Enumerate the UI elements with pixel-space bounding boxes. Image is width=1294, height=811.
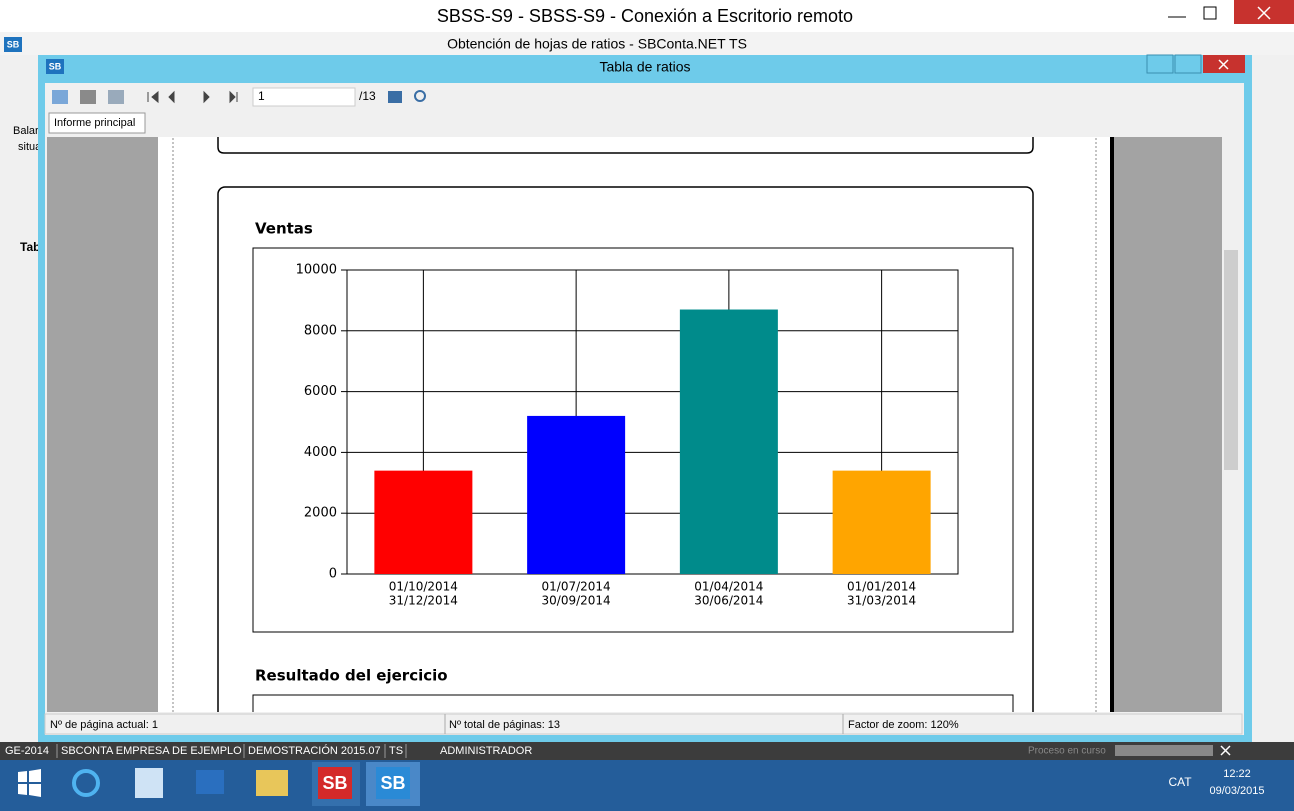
status-text: Nº total de páginas: 13 (449, 719, 560, 731)
server-icon[interactable] (135, 768, 163, 798)
status-item: TS (389, 745, 403, 757)
status-item: SBCONTA EMPRESA DE EJEMPLO (61, 745, 242, 757)
page-shadow (1110, 137, 1114, 712)
app-icon-text[interactable]: SB (322, 773, 347, 793)
x-tick-label: 01/04/2014 (694, 580, 763, 594)
progress-close[interactable] (1220, 745, 1231, 756)
tool-zoom[interactable] (414, 90, 426, 102)
x-tick-label: 30/09/2014 (542, 594, 611, 608)
status-text: Nº de página actual: 1 (50, 719, 158, 731)
app-icon (318, 767, 352, 799)
dialog-maximize[interactable] (1174, 54, 1202, 74)
y-tick-label: 4000 (304, 445, 337, 460)
tab[interactable] (48, 112, 146, 134)
sidebar-item[interactable]: Tab (20, 240, 40, 254)
bar (832, 470, 931, 574)
bar (679, 309, 778, 574)
sidebar-item[interactable]: situa (18, 141, 42, 153)
y-tick-label: 8000 (304, 323, 337, 338)
ie-icon[interactable] (72, 769, 100, 797)
powershell-icon[interactable] (196, 770, 224, 794)
y-tick-label: 6000 (304, 384, 337, 399)
dialog-minimize[interactable] (1146, 54, 1174, 74)
app-titlebar (0, 32, 1294, 55)
app-icon-text[interactable]: SB (380, 773, 405, 793)
x-tick-label: 31/03/2014 (847, 594, 916, 608)
start-button[interactable] (18, 769, 41, 797)
app-logo-text: SB (7, 39, 20, 49)
x-tick-label: 01/07/2014 (542, 580, 611, 594)
status-text: Factor de zoom: 120% (848, 719, 959, 731)
section-title: Resultado del ejercicio (255, 667, 448, 685)
maximize[interactable] (1203, 6, 1217, 20)
tab-label[interactable]: Informe principal (54, 117, 135, 129)
dialog-status (44, 713, 1243, 735)
close-icon (1257, 6, 1271, 20)
progress-label: Proceso en curso (1028, 746, 1106, 757)
y-tick-label: 0 (329, 567, 337, 582)
section-box (252, 694, 1014, 712)
dialog-logo (46, 59, 64, 74)
report-box (217, 137, 1034, 154)
x-tick-label: 31/12/2014 (389, 594, 458, 608)
tool-export[interactable] (52, 90, 68, 104)
status-item: GE-2014 (5, 745, 49, 757)
dialog-title: Tabla de ratios (599, 59, 690, 75)
plot-area (346, 269, 959, 575)
language[interactable]: CAT (1168, 775, 1192, 789)
status-separators (56, 744, 407, 758)
x-tick-label: 30/06/2014 (694, 594, 763, 608)
bar (374, 470, 473, 574)
x-tick-label: 01/10/2014 (389, 580, 458, 594)
app-icon (376, 767, 410, 799)
progress-bar (1115, 745, 1213, 756)
taskbar (0, 760, 1294, 811)
status-item: ADMINISTRADOR (440, 745, 532, 757)
tool-search[interactable] (388, 91, 402, 103)
status-item: DEMOSTRACIÓN 2015.07 (248, 744, 381, 757)
tool-print[interactable] (80, 90, 96, 104)
sidebar-item[interactable]: Balar (13, 125, 39, 137)
chart-title: Ventas (255, 220, 313, 238)
page-total: /13 (359, 89, 376, 103)
tool-copy[interactable] (108, 90, 124, 104)
rdp-titlebar (0, 0, 1294, 32)
nav-buttons[interactable] (147, 90, 238, 104)
scroll-thumb[interactable] (1224, 250, 1238, 470)
report-box (217, 186, 1034, 712)
y-tick-label: 2000 (304, 506, 337, 521)
window-title: SBSS-S9 - SBSS-S9 - Conexión a Escritori… (437, 6, 853, 26)
clock-date[interactable]: 09/03/2015 (1209, 785, 1264, 797)
dialog-logo-text: SB (49, 61, 62, 71)
y-tick-label: 10000 (296, 263, 337, 278)
explorer-icon[interactable] (256, 770, 288, 796)
x-tick-label: 01/01/2014 (847, 580, 916, 594)
app-title: Obtención de hojas de ratios - SBConta.N… (447, 36, 747, 52)
clock-time[interactable]: 12:22 (1223, 768, 1251, 780)
close-icon (1218, 59, 1229, 70)
page-input-text[interactable]: 1 (258, 89, 265, 103)
app-logo (4, 37, 22, 52)
bar (527, 415, 626, 574)
page-input[interactable] (252, 87, 356, 107)
app-status (0, 742, 1294, 760)
